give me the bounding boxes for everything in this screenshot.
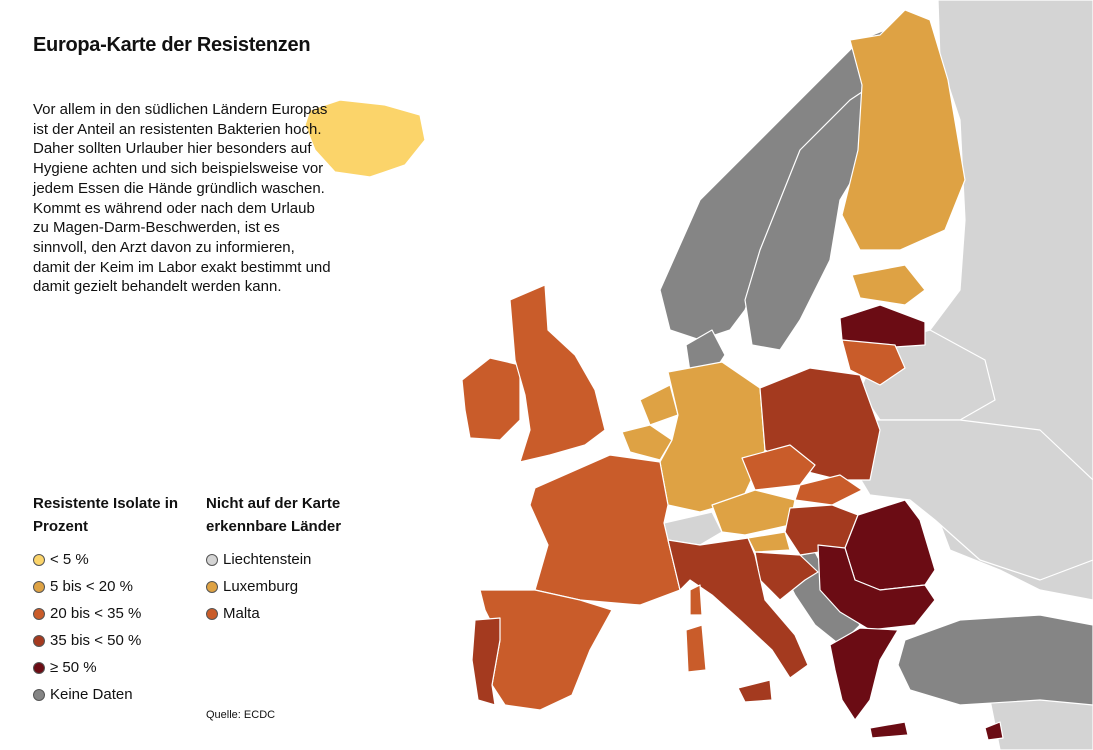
crete (869, 721, 909, 739)
legend-item: 35 bis < 50 % (33, 627, 213, 654)
legend-item: Liechtenstein (206, 546, 386, 573)
legend-label: Luxemburg (223, 578, 299, 595)
portugal (471, 617, 501, 706)
legend-label: 5 bis < 20 % (50, 578, 133, 595)
eu-countries (304, 9, 1004, 741)
france (529, 454, 681, 606)
legend-swatch (33, 553, 45, 566)
united-kingdom (509, 284, 606, 463)
legend-item: 20 bis < 35 % (33, 600, 213, 627)
legend-item: 5 bis < 20 % (33, 573, 213, 600)
legend-item: Keine Daten (33, 681, 213, 708)
estonia (851, 264, 926, 306)
legend-swatch (206, 553, 218, 566)
turkey (897, 614, 1093, 706)
sardinia (685, 624, 707, 673)
legend-label: Liechtenstein (223, 551, 312, 568)
romania (844, 499, 936, 591)
legend-swatch (33, 661, 45, 674)
page-title: Europa-Karte der Resistenzen (33, 34, 311, 56)
sweden (744, 79, 881, 351)
corsica (689, 584, 703, 616)
legend-swatch (33, 688, 45, 701)
finland (841, 9, 966, 251)
ukraine (854, 419, 1093, 581)
small-countries-title: Nicht auf der Karte erkennbare Länder (206, 495, 342, 535)
source-note: Quelle: ECDC (206, 709, 276, 721)
legend-label: < 5 % (50, 551, 89, 568)
legend-label: ≥ 50 % (50, 659, 97, 676)
legend-item: Luxemburg (206, 573, 386, 600)
legend-label: 35 bis < 50 % (50, 632, 142, 649)
intro-text: Vor allem in den südlichen Ländern Europ… (33, 101, 331, 296)
greece (829, 627, 899, 721)
lithuania (841, 339, 906, 386)
legend-item: ≥ 50 % (33, 654, 213, 681)
legend-label: 20 bis < 35 % (50, 605, 142, 622)
legend-label: Malta (223, 605, 260, 622)
legend-swatch (33, 634, 45, 647)
slovenia (747, 531, 791, 553)
legend-swatch (206, 607, 218, 620)
cyprus (984, 721, 1004, 741)
resistance-legend-title: Resistente Isolate in Prozent (33, 495, 179, 535)
legend-item: Malta (206, 600, 386, 627)
legend-swatch (33, 607, 45, 620)
small-countries-legend: Nicht auf der Karte erkennbare Länder Li… (206, 492, 386, 627)
switzerland (663, 511, 723, 546)
resistance-legend: Resistente Isolate in Prozent < 5 % 5 bi… (33, 492, 213, 708)
sicily (737, 679, 773, 703)
legend-swatch (33, 580, 45, 593)
czech-republic (741, 444, 816, 491)
germany (659, 361, 766, 513)
legend-swatch (206, 580, 218, 593)
spain (479, 589, 613, 711)
italy (667, 537, 809, 679)
ireland (461, 357, 521, 441)
legend-label: Keine Daten (50, 686, 133, 703)
serbia-bulgaria-region (817, 544, 936, 631)
iceland (304, 99, 426, 178)
slovakia (794, 474, 863, 506)
legend-item: < 5 % (33, 546, 213, 573)
